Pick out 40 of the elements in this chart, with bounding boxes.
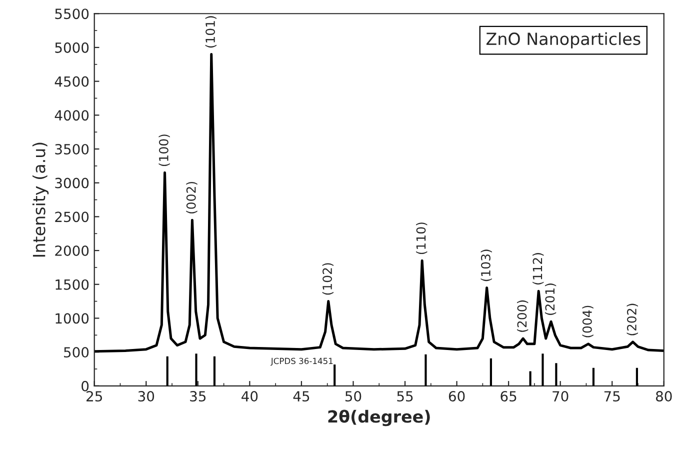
y-tick-label: 0: [82, 380, 89, 392]
annotation: (202): [626, 304, 638, 336]
x-tick-label: 45: [293, 391, 310, 402]
annotation: (112): [532, 253, 544, 285]
x-tick-label: 60: [448, 391, 465, 402]
y-tick-label: 4500: [54, 76, 89, 87]
x-axis-title: 2θ(degree): [328, 410, 430, 426]
x-tick-label: 55: [397, 391, 413, 402]
annotation: (002): [186, 182, 198, 214]
x-tick-label: 75: [604, 391, 620, 402]
y-axis-title: Intensity (a.u): [32, 142, 49, 257]
annotation: (200): [517, 300, 528, 332]
annotation: (103): [480, 250, 492, 282]
annotation: JCPDS 36-1451: [270, 358, 333, 366]
x-tick-label: 35: [190, 391, 206, 402]
annotation: (101): [205, 16, 216, 48]
x-tick-label: 25: [86, 391, 102, 402]
x-tick-label: 50: [345, 391, 362, 402]
y-tick-label: 1000: [56, 313, 89, 324]
annotation: (004): [582, 306, 594, 338]
x-tick-label: 65: [500, 391, 516, 402]
y-tick-label: 2000: [55, 245, 89, 256]
y-tick-label: 3000: [55, 178, 89, 188]
x-tick-label: 80: [656, 391, 672, 402]
annotation: (201): [544, 284, 556, 315]
y-tick-label: 3500: [55, 144, 89, 154]
line-series: [94, 52, 664, 353]
y-tick-label: 1500: [56, 279, 89, 290]
annotation: ZnO Nanoparticles: [486, 32, 640, 48]
annotation: (102): [322, 263, 334, 295]
y-tick-label: 5500: [55, 8, 89, 20]
y-tick-label: 4000: [54, 110, 89, 121]
y-tick-label: 500: [64, 347, 89, 358]
x-tick-label: 40: [242, 391, 258, 402]
x-tick-label: 70: [552, 391, 568, 402]
x-tick-label: 30: [138, 391, 154, 402]
annotation: (100): [158, 134, 170, 166]
annotation: (110): [416, 222, 428, 254]
y-tick-label: 2500: [55, 212, 89, 222]
y-tick-label: 5000: [55, 42, 89, 53]
